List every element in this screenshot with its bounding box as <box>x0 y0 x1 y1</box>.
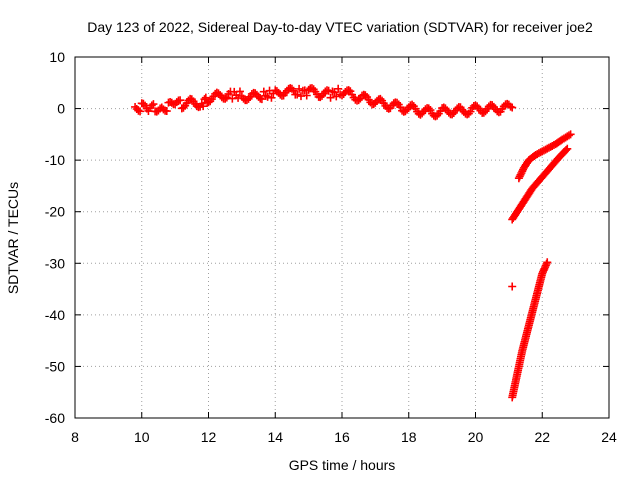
data-point <box>344 86 353 95</box>
data-point <box>563 144 572 153</box>
data-point <box>376 94 385 103</box>
y-tick-label: 0 <box>57 101 65 117</box>
data-point <box>295 84 304 93</box>
data-point <box>201 93 210 102</box>
x-tick-label: 24 <box>601 429 617 445</box>
data-point <box>259 87 268 96</box>
data-point <box>562 146 571 155</box>
data-point <box>332 92 341 101</box>
x-tick-label: 10 <box>134 429 150 445</box>
data-markers <box>131 84 575 402</box>
data-point <box>136 107 145 116</box>
data-point <box>543 258 552 267</box>
grid <box>75 57 609 418</box>
data-point <box>508 103 517 112</box>
data-point <box>326 93 335 102</box>
data-point <box>393 98 402 107</box>
y-tick-label: 10 <box>49 49 65 65</box>
data-point <box>147 101 156 110</box>
chart-title: Day 123 of 2022, Sidereal Day-to-day VTE… <box>87 19 593 35</box>
data-point <box>235 87 244 96</box>
x-tick-label: 22 <box>534 429 550 445</box>
data-point <box>302 91 311 100</box>
x-tick-label: 16 <box>334 429 350 445</box>
data-point <box>267 93 276 102</box>
data-point <box>162 107 171 116</box>
data-point <box>424 104 433 113</box>
data-point <box>426 106 435 115</box>
y-tick-label: -50 <box>45 358 65 374</box>
y-tick-label: -10 <box>45 152 65 168</box>
y-tick-label: -20 <box>45 204 65 220</box>
y-tick-label: -60 <box>45 410 65 426</box>
data-point <box>564 131 573 140</box>
data-point <box>506 102 515 111</box>
data-point <box>293 90 302 99</box>
data-point <box>334 84 343 93</box>
data-point <box>361 91 370 100</box>
y-axis-label: SDTVAR / TECUs <box>5 182 21 294</box>
y-tick-label: -40 <box>45 307 65 323</box>
data-point <box>289 86 298 95</box>
x-tick-label: 12 <box>201 429 217 445</box>
data-point <box>149 100 158 109</box>
axis-ticks: 8 10 12 14 16 18 20 22 24 -60 -50 -40 -30 -20 -10 0 10 <box>45 49 617 445</box>
x-tick-label: 8 <box>71 429 79 445</box>
data-point <box>408 100 417 109</box>
x-axis-label: GPS time / hours <box>289 457 396 473</box>
data-point <box>199 102 208 111</box>
data-point <box>396 103 405 112</box>
data-point <box>330 88 339 97</box>
data-point <box>508 282 517 291</box>
y-tick-label: -30 <box>45 255 65 271</box>
data-point <box>488 101 497 110</box>
data-point <box>221 94 230 103</box>
data-point <box>176 96 185 105</box>
data-point <box>466 107 475 116</box>
data-point <box>263 92 272 101</box>
data-point <box>566 130 575 139</box>
data-point <box>354 96 363 105</box>
x-tick-label: 20 <box>468 429 484 445</box>
x-tick-label: 18 <box>401 429 417 445</box>
x-tick-label: 14 <box>267 429 283 445</box>
data-point <box>222 93 231 102</box>
